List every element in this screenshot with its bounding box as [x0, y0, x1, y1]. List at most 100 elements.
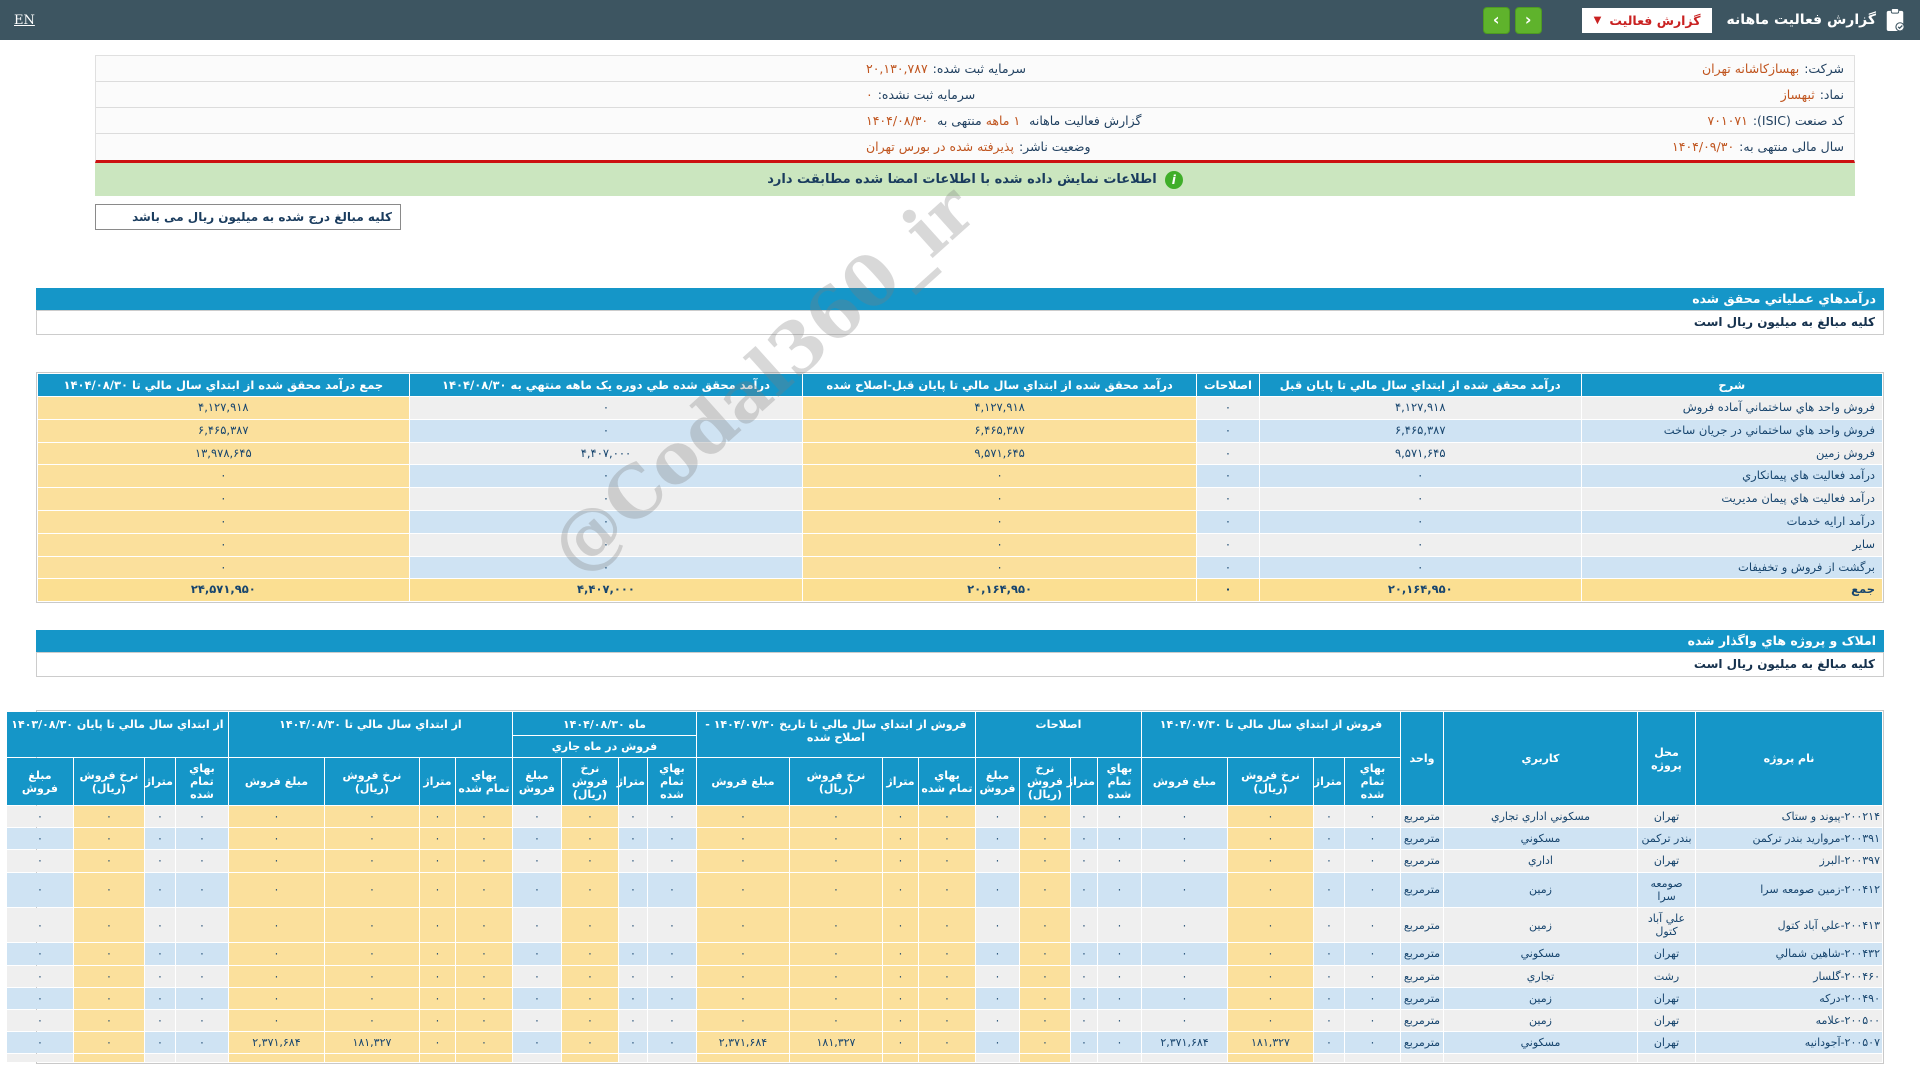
report-nav-buttons: ‹ › — [1483, 7, 1542, 34]
project-value-cell: ۰ — [1098, 828, 1141, 849]
revenue-value-cell: ۰ — [410, 534, 803, 556]
isic-value: ۷۰۱۰۷۱ — [1708, 113, 1748, 128]
project-value-cell — [1345, 1054, 1400, 1062]
project-value-cell: ۰ — [456, 988, 512, 1009]
project-value-cell: ۰ — [7, 943, 73, 964]
project-name-cell: ۲۰۰۳۹۷-البرز — [1696, 850, 1882, 871]
project-value-cell: ۰ — [648, 988, 696, 1009]
project-value-cell: ۱۸۱,۳۲۷ — [1228, 1032, 1313, 1053]
project-value-cell: ۰ — [1098, 1032, 1141, 1053]
project-value-cell: ۰ — [697, 988, 789, 1009]
revenue-value-cell: ۲۰,۱۶۴,۹۵۰ — [803, 579, 1196, 601]
project-value-cell: ۰ — [7, 1010, 73, 1031]
project-value-cell: ۰ — [883, 1010, 918, 1031]
projects-table-wrap: نام پروژه محل پروژه کاربري واحد فروش از … — [36, 710, 1884, 1064]
col-header-rate: نرخ فروش (ريال) — [1020, 758, 1070, 805]
col-header-unit: واحد — [1401, 712, 1443, 805]
project-value-cell: ۰ — [145, 966, 175, 987]
project-value-cell: ۰ — [976, 828, 1019, 849]
revenue-value-cell: ۰ — [1197, 579, 1259, 601]
project-row: ۲۰۰۵۰۷-آجودانيهتهرانمسکونيمترمربع۰۰۱۸۱,۳… — [7, 1032, 1882, 1053]
project-value-cell: ۰ — [420, 850, 455, 871]
info-icon: i — [1165, 171, 1183, 189]
project-value-cell: ۰ — [697, 828, 789, 849]
project-value-cell: ۰ — [229, 1010, 324, 1031]
project-value-cell: ۰ — [697, 850, 789, 871]
report-type-dropdown[interactable]: گزارش فعالیت ▼ — [1582, 8, 1713, 33]
table-header-row: شرح درآمد محقق شده از ابتداي سال مالي تا… — [38, 374, 1882, 396]
english-language-link[interactable]: EN — [14, 13, 35, 28]
info-row: سال مالی منتهی به:۱۴۰۴/۰۹/۳۰ وضعیت ناشر:… — [96, 134, 1854, 160]
next-report-button[interactable]: › — [1515, 7, 1542, 34]
project-value-cell: ۰ — [790, 850, 882, 871]
project-value-cell: ۰ — [7, 806, 73, 827]
project-value-cell: ۰ — [619, 1010, 647, 1031]
project-value-cell: ۰ — [1071, 828, 1097, 849]
project-value-cell — [883, 1054, 918, 1062]
project-value-cell: ۲,۳۷۱,۶۸۴ — [1142, 1032, 1227, 1053]
project-value-cell: ۰ — [1345, 850, 1400, 871]
project-value-cell: ۰ — [562, 908, 618, 942]
project-value-cell: ۰ — [1345, 828, 1400, 849]
col-header-cost: بهاي تمام شده — [919, 758, 975, 805]
project-value-cell: ۰ — [919, 1032, 975, 1053]
project-value-cell: ۰ — [919, 828, 975, 849]
company-label: شرکت: — [1804, 61, 1844, 76]
project-value-cell: ۰ — [176, 908, 228, 942]
project-value-cell: ۰ — [513, 1032, 561, 1053]
revenue-value-cell: ۴,۴۰۷,۰۰۰ — [410, 443, 803, 465]
col-header-prev-adjusted: درآمد محقق شده از ابتداي سال مالي تا پاي… — [803, 374, 1196, 396]
revenue-value-cell: ۰ — [38, 465, 409, 487]
project-value-cell: ۰ — [176, 873, 228, 907]
revenue-value-cell: ۹,۵۷۱,۶۴۵ — [1260, 443, 1581, 465]
revenue-value-cell: ۶,۴۶۵,۳۸۷ — [803, 420, 1196, 442]
revenue-value-cell: ۰ — [1197, 397, 1259, 419]
group-header-current-month: ماه ۱۴۰۴/۰۸/۳۰ — [513, 712, 696, 735]
revenue-value-cell: ۲۰,۱۶۴,۹۵۰ — [1260, 579, 1581, 601]
project-location-cell: علي آباد کتول — [1638, 908, 1695, 942]
revenue-row-label: برگشت از فروش و تخفيفات — [1582, 557, 1882, 579]
project-name-cell: ۲۰۰۴۱۲-زمين صومعه سرا — [1696, 873, 1882, 907]
project-value-cell — [562, 1054, 618, 1062]
project-value-cell: ۰ — [176, 850, 228, 871]
project-value-cell: ۰ — [176, 988, 228, 1009]
project-value-cell: ۰ — [513, 850, 561, 871]
prev-report-button[interactable]: ‹ — [1483, 7, 1510, 34]
project-value-cell — [325, 1054, 419, 1062]
project-value-cell — [1098, 1054, 1141, 1062]
project-value-cell: ۰ — [697, 943, 789, 964]
revenue-value-cell: ۰ — [1260, 557, 1581, 579]
project-value-cell: ۰ — [7, 828, 73, 849]
project-value-cell: ۰ — [325, 850, 419, 871]
project-location-cell — [1638, 1054, 1695, 1062]
project-value-cell: ۰ — [1228, 943, 1313, 964]
symbol-value: ثبهساز — [1781, 87, 1815, 102]
operating-revenue-table-wrap: شرح درآمد محقق شده از ابتداي سال مالي تا… — [36, 372, 1884, 603]
project-row: ۲۰۰۴۹۰-درکهتهرانزمينمترمربع۰۰۰۰۰۰۰۰۰۰۰۰۰… — [7, 988, 1882, 1009]
project-value-cell: ۲,۳۷۱,۶۸۴ — [229, 1032, 324, 1053]
project-value-cell — [513, 1054, 561, 1062]
col-header-amount: مبلغ فروش — [229, 758, 324, 805]
project-value-cell: ۰ — [883, 828, 918, 849]
project-value-cell: ۰ — [1142, 1010, 1227, 1031]
project-value-cell: ۱۸۱,۳۲۷ — [790, 1032, 882, 1053]
project-value-cell: ۰ — [176, 1032, 228, 1053]
company-info-table: شرکت:بهسازکاشانه تهران سرمایه ثبت شده:۲۰… — [95, 55, 1855, 163]
col-header-area: متراژ — [619, 758, 647, 805]
project-value-cell: ۰ — [74, 873, 144, 907]
revenue-value-cell: ۰ — [410, 397, 803, 419]
isic-label: کد صنعت (ISIC): — [1753, 113, 1844, 128]
section2-units-note: کلیه مبالغ به میلیون ریال است — [36, 652, 1884, 677]
project-value-cell: ۰ — [919, 1010, 975, 1031]
project-location-cell: تهران — [1638, 850, 1695, 871]
col-header-amount: مبلغ فروش — [513, 758, 561, 805]
project-value-cell: ۰ — [145, 873, 175, 907]
revenue-value-cell: ۰ — [1197, 465, 1259, 487]
project-value-cell: ۰ — [7, 988, 73, 1009]
capital-reg-value: ۲۰,۱۳۰,۷۸۷ — [866, 61, 928, 76]
project-value-cell: ۰ — [74, 966, 144, 987]
info-row: نماد:ثبهساز سرمایه ثبت نشده:۰ — [96, 82, 1854, 108]
project-value-cell: ۰ — [145, 806, 175, 827]
project-value-cell: ۰ — [1228, 828, 1313, 849]
col-header-cost: بهاي تمام شده — [1345, 758, 1400, 805]
